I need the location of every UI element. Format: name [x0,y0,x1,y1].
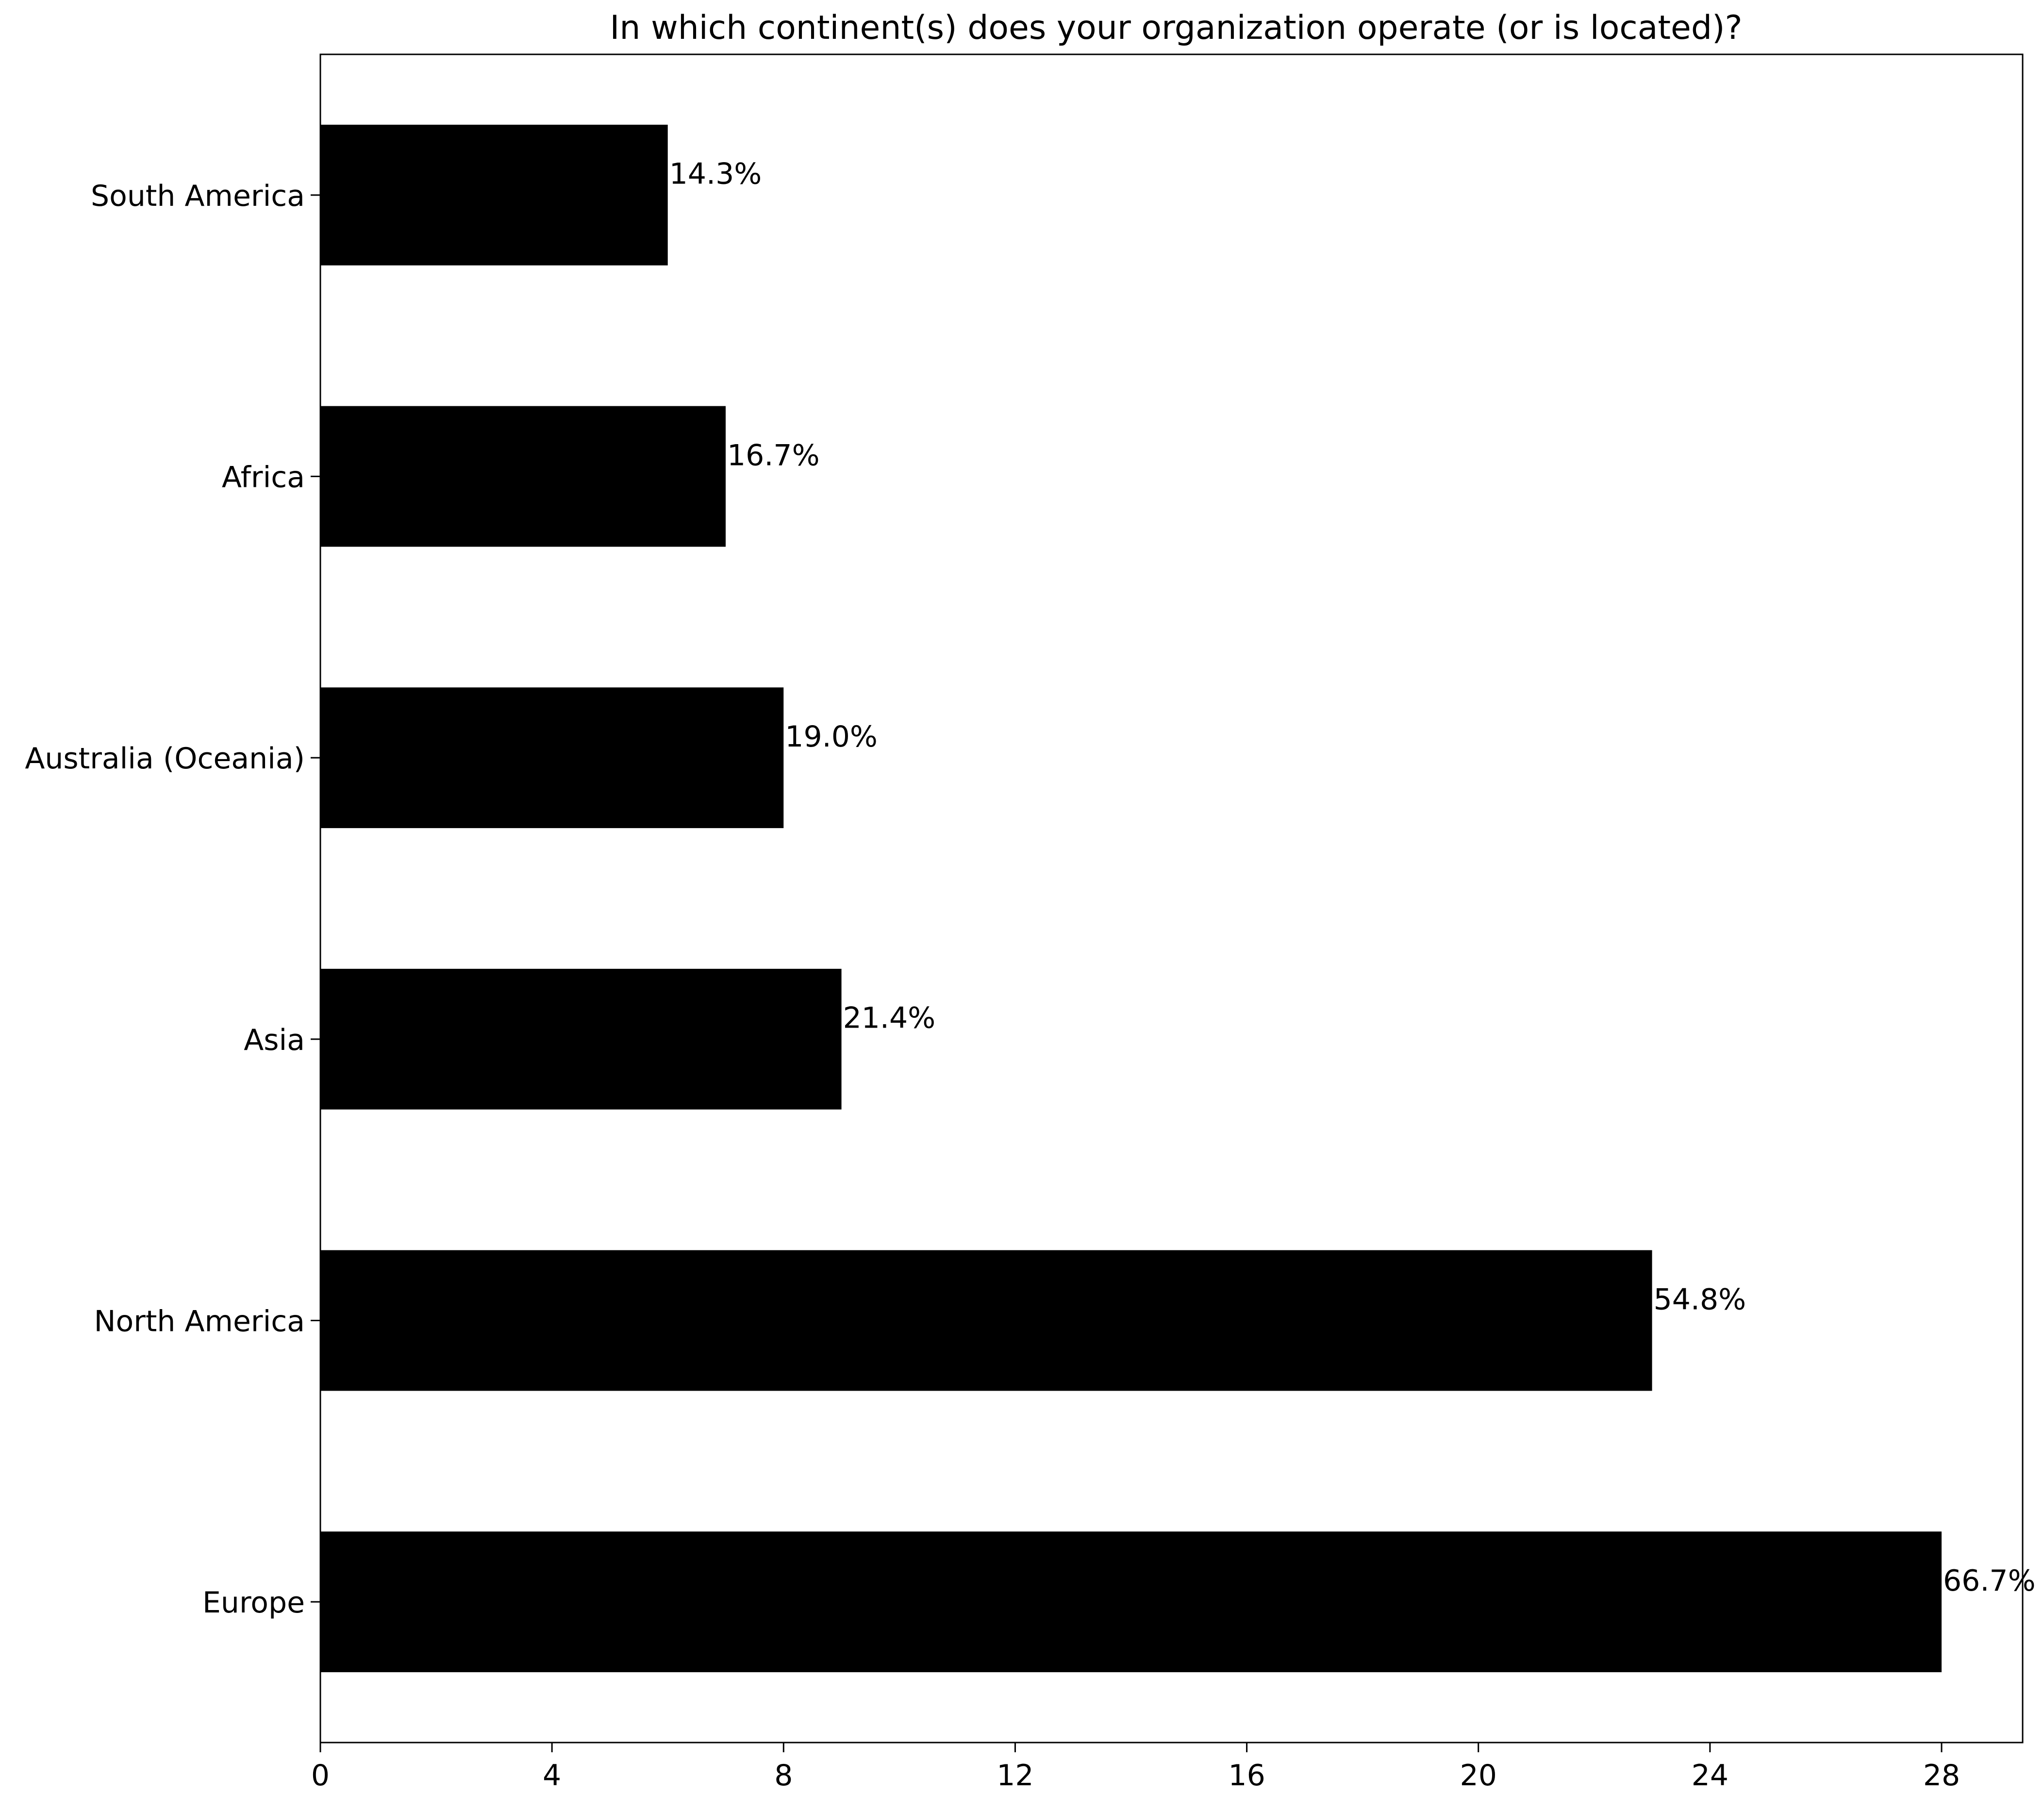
bar-value-label: 21.4% [843,1001,936,1035]
x-tick-label: 28 [1923,1759,1960,1793]
x-axis: 0 4 8 12 16 20 24 28 [311,1743,1960,1793]
bar [320,406,726,547]
x-tick-label: 4 [543,1759,561,1793]
x-tick-label: 20 [1460,1759,1497,1793]
bar-value-label: 16.7% [727,438,820,472]
y-tick-label: Europe [202,1586,305,1620]
bar-value-label: 19.0% [785,720,878,754]
bar-value-label: 14.3% [669,157,762,191]
y-tick-label: Australia (Oceania) [25,742,305,776]
y-tick-label: Asia [244,1023,305,1057]
x-tick-label: 8 [774,1759,793,1793]
bar [320,1250,1652,1391]
bar [320,968,842,1110]
y-tick-label: Africa [222,461,305,495]
bar-value-labels: 66.7% 54.8% 21.4% 19.0% 16.7% 14.3% [669,157,2036,1598]
bar-value-label: 66.7% [1943,1564,2036,1598]
bars-group [320,124,1942,1673]
bar [320,1531,1942,1673]
x-tick-label: 12 [997,1759,1033,1793]
y-tick-label: North America [94,1305,305,1339]
bar [320,687,784,829]
x-tick-label: 24 [1692,1759,1728,1793]
bar-value-label: 54.8% [1654,1282,1746,1316]
x-tick-label: 0 [311,1759,330,1793]
x-tick-label: 16 [1228,1759,1265,1793]
y-axis: Europe North America Asia Australia (Oceani… [25,179,320,1620]
chart-title: In which continent(s) does your organiza… [610,9,1742,47]
plot-frame [319,53,2024,1744]
y-tick-label: South America [91,179,305,213]
bar [320,124,668,266]
